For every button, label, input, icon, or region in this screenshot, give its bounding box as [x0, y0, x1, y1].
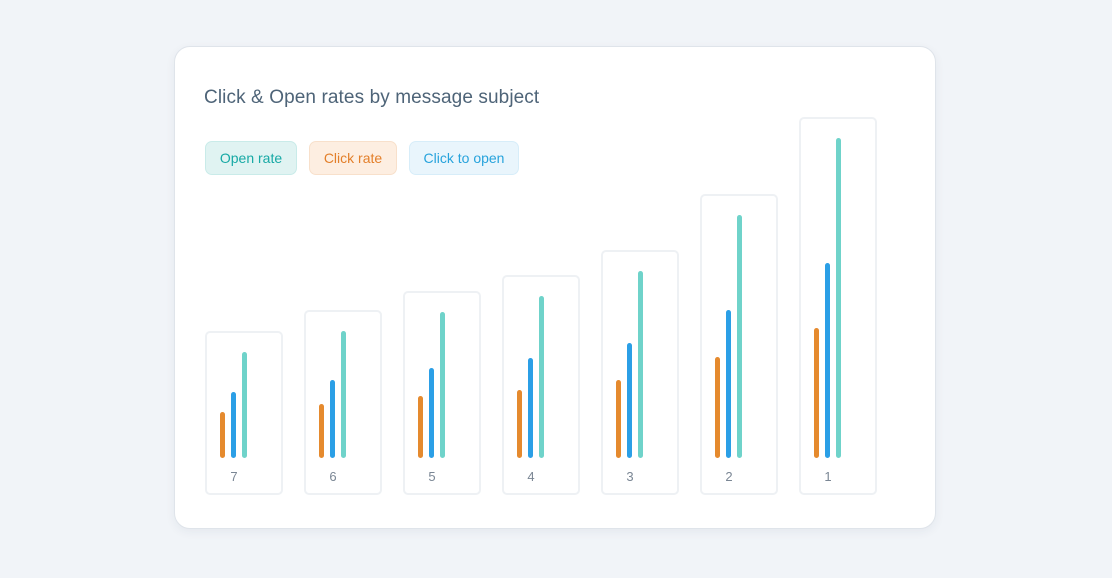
bar-click-rate-6[interactable]	[319, 404, 324, 458]
bar-click-to-open-6[interactable]	[330, 380, 335, 458]
bar-click-to-open-4[interactable]	[528, 358, 533, 458]
bar-click-rate-7[interactable]	[220, 412, 225, 458]
chart-card: Click & Open rates by message subject Op…	[174, 46, 936, 529]
x-tick-label-7: 7	[230, 469, 237, 484]
legend-label-open-rate: Open rate	[219, 150, 283, 166]
legend-chip-click-rate[interactable]: Click rate	[309, 141, 397, 175]
chart-title: Click & Open rates by message subject	[204, 87, 540, 108]
bar-click-rate-1[interactable]	[814, 328, 819, 458]
x-tick-label-4: 4	[527, 469, 534, 484]
bar-click-to-open-3[interactable]	[627, 343, 632, 458]
bar-click-rate-3[interactable]	[616, 380, 621, 458]
bar-open-rate-1[interactable]	[836, 138, 841, 458]
legend-label-click-to-open: Click to open	[423, 150, 505, 166]
bar-open-rate-6[interactable]	[341, 331, 346, 458]
bar-open-rate-3[interactable]	[638, 271, 643, 458]
bar-click-to-open-2[interactable]	[726, 310, 731, 458]
x-tick-label-1: 1	[824, 469, 831, 484]
legend-chip-click-to-open[interactable]: Click to open	[409, 141, 519, 175]
bar-open-rate-5[interactable]	[440, 312, 445, 458]
legend-chip-open-rate[interactable]: Open rate	[205, 141, 297, 175]
x-tick-label-2: 2	[725, 469, 732, 484]
x-tick-label-3: 3	[626, 469, 633, 484]
x-tick-label-5: 5	[428, 469, 435, 484]
bar-click-to-open-7[interactable]	[231, 392, 236, 458]
bar-chart: 7 6 5 4 3 2 1	[205, 117, 877, 495]
bar-click-rate-2[interactable]	[715, 357, 720, 458]
bar-open-rate-4[interactable]	[539, 296, 544, 458]
x-tick-label-6: 6	[329, 469, 336, 484]
bar-click-rate-5[interactable]	[418, 396, 423, 458]
bar-click-to-open-1[interactable]	[825, 263, 830, 458]
bar-open-rate-2[interactable]	[737, 215, 742, 458]
legend-label-click-rate: Click rate	[323, 150, 383, 166]
bar-click-to-open-5[interactable]	[429, 368, 434, 458]
bar-click-rate-4[interactable]	[517, 390, 522, 458]
bar-open-rate-7[interactable]	[242, 352, 247, 458]
